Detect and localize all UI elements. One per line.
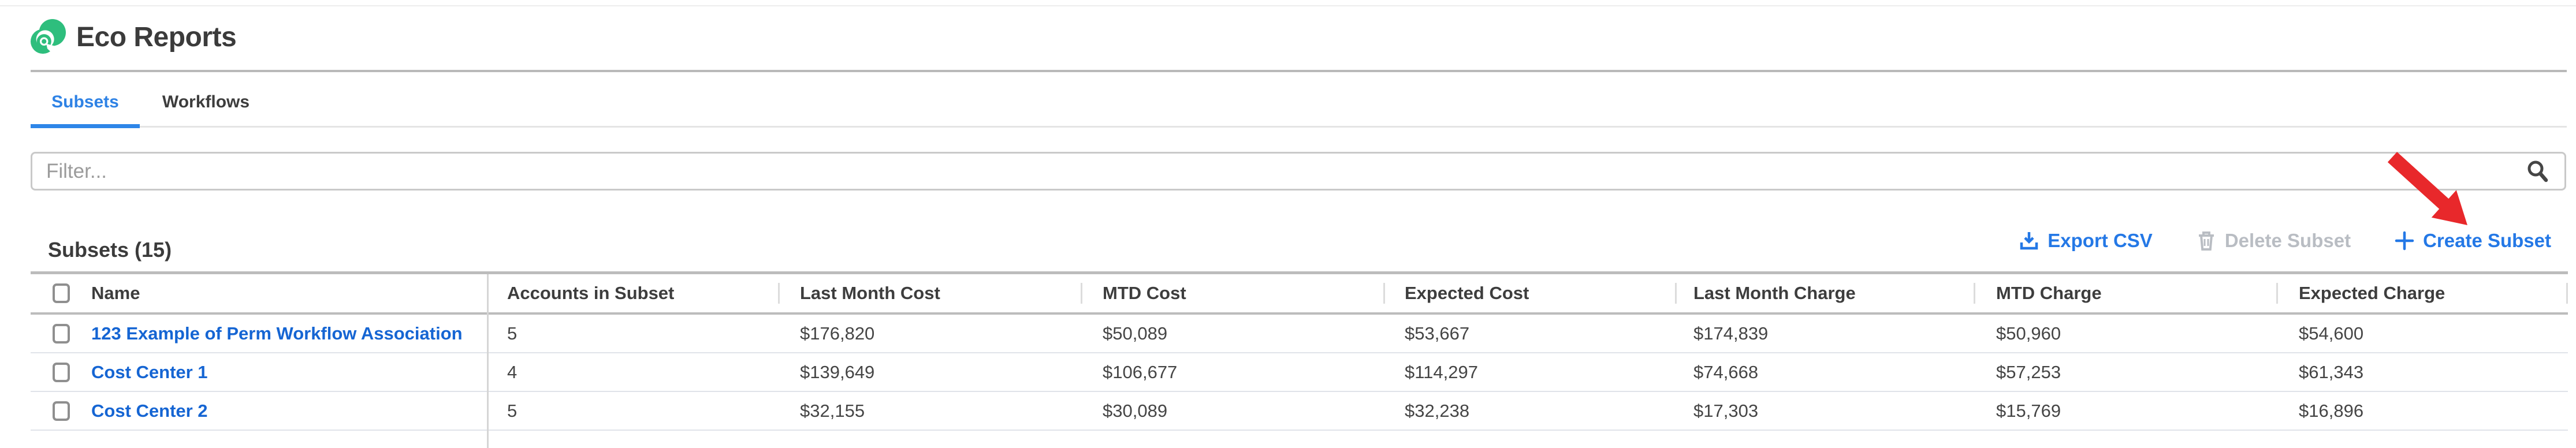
column-header-expected-charge: Expected Charge — [2299, 283, 2445, 303]
cell-mtd-charge: $57,253 — [1996, 361, 2061, 382]
create-subset-button[interactable]: Create Subset — [2394, 230, 2551, 252]
cell-last-month-charge: $174,839 — [1693, 323, 1769, 344]
cell-accounts: 5 — [507, 323, 518, 344]
tab-bar-underline — [31, 126, 2567, 128]
table-header-row: Name Accounts in Subset Last Month Cost … — [31, 274, 2568, 312]
table-row: 123 Example of Perm Workflow Association… — [31, 315, 2568, 352]
column-header-accounts: Accounts in Subset — [507, 283, 675, 303]
column-divider — [778, 283, 780, 304]
cell-accounts: 5 — [507, 400, 518, 421]
plus-icon — [2395, 231, 2414, 251]
cell-mtd-cost: $106,677 — [1103, 361, 1178, 382]
cell-mtd-cost: $50,089 — [1103, 323, 1168, 344]
cell-expected-charge: $54,600 — [2299, 323, 2364, 344]
subsets-count-heading: Subsets (15) — [48, 238, 172, 262]
subset-name-link[interactable]: Cost Center 2 — [91, 400, 208, 421]
export-csv-button[interactable]: Export CSV — [2019, 230, 2153, 252]
download-icon — [2020, 232, 2038, 250]
delete-subset-button[interactable]: Delete Subset — [2196, 230, 2351, 252]
row-checkbox[interactable] — [53, 323, 70, 344]
cell-expected-charge: $61,343 — [2299, 361, 2364, 382]
cell-mtd-cost: $30,089 — [1103, 400, 1168, 421]
column-header-name: Name — [91, 283, 140, 303]
subsets-table: Name Accounts in Subset Last Month Cost … — [31, 271, 2568, 448]
app-logo-icon — [30, 18, 66, 55]
cell-expected-cost: $114,297 — [1405, 361, 1478, 382]
filter-input[interactable] — [31, 152, 2566, 191]
row-divider — [31, 352, 2568, 353]
cell-last-month-charge: $17,303 — [1693, 400, 1759, 421]
cell-mtd-charge: $15,769 — [1996, 400, 2061, 421]
select-all-checkbox[interactable] — [53, 283, 70, 303]
export-csv-label: Export CSV — [2048, 230, 2153, 251]
column-header-mtd-cost: MTD Cost — [1103, 283, 1186, 303]
column-header-last-month-charge: Last Month Charge — [1693, 283, 1856, 303]
name-column-border — [487, 274, 489, 448]
column-header-expected-cost: Expected Cost — [1405, 283, 1529, 303]
row-checkbox[interactable] — [53, 362, 70, 382]
cell-accounts: 4 — [507, 361, 518, 382]
app-header: Eco Reports — [30, 18, 237, 55]
tab-workflows-label: Workflows — [162, 92, 250, 111]
header-divider — [31, 70, 2567, 72]
cell-last-month-cost: $32,155 — [800, 400, 865, 421]
column-divider — [1974, 283, 1975, 304]
table-row-partial — [31, 431, 2568, 448]
column-header-mtd-charge: MTD Charge — [1996, 283, 2102, 303]
cell-expected-charge: $16,896 — [2299, 400, 2364, 421]
column-divider — [1675, 283, 1677, 304]
subset-name-link[interactable]: Cost Center 1 — [91, 361, 208, 382]
top-hairline — [0, 5, 2576, 6]
column-divider — [1383, 283, 1385, 304]
table-row: Cost Center 2 5 $32,155 $30,089 $32,238 … — [31, 392, 2568, 430]
filter-container — [31, 152, 2566, 191]
column-divider — [2276, 283, 2278, 304]
subset-name-link[interactable]: 123 Example of Perm Workflow Association — [91, 323, 463, 344]
trash-icon — [2198, 232, 2214, 251]
tab-workflows[interactable]: Workflows — [151, 84, 260, 120]
search-icon — [2527, 160, 2548, 182]
row-divider — [31, 430, 2568, 431]
row-checkbox[interactable] — [53, 401, 70, 421]
table-row: Cost Center 1 4 $139,649 $106,677 $114,2… — [31, 353, 2568, 391]
active-tab-indicator — [31, 124, 140, 128]
cell-last-month-charge: $74,668 — [1693, 361, 1759, 382]
tab-subsets-label: Subsets — [51, 92, 119, 111]
create-subset-label: Create Subset — [2423, 230, 2551, 251]
tab-subsets[interactable]: Subsets — [31, 84, 140, 120]
cell-expected-cost: $32,238 — [1405, 400, 1470, 421]
column-divider — [2566, 283, 2568, 304]
table-header-border — [31, 312, 2568, 315]
cell-last-month-cost: $176,820 — [800, 323, 875, 344]
cell-last-month-cost: $139,649 — [800, 361, 875, 382]
page-title: Eco Reports — [76, 21, 237, 53]
row-divider — [31, 391, 2568, 392]
cell-expected-cost: $53,667 — [1405, 323, 1470, 344]
toolbar-actions: Export CSV Delete Subset Create Subset — [2019, 230, 2551, 252]
delete-subset-label: Delete Subset — [2224, 230, 2351, 251]
column-header-last-month-cost: Last Month Cost — [800, 283, 940, 303]
table-top-border — [31, 271, 2568, 274]
tab-bar: Subsets Workflows — [31, 84, 260, 120]
cell-mtd-charge: $50,960 — [1996, 323, 2061, 344]
column-divider — [1081, 283, 1082, 304]
